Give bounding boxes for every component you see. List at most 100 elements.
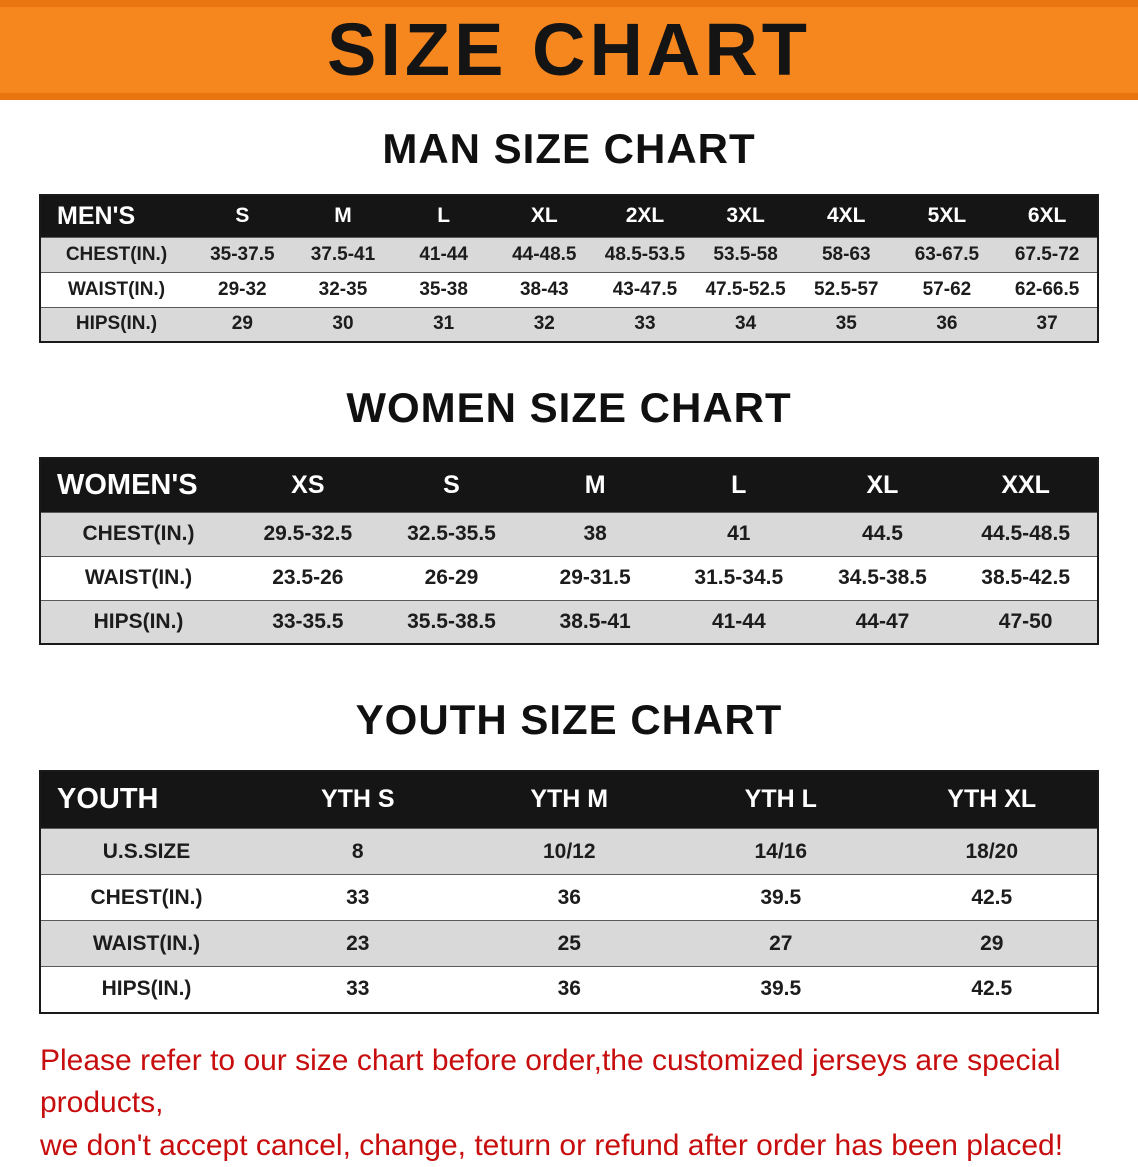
size-value-cell: 44-47: [855, 610, 910, 634]
size-column-header: 6XL: [997, 195, 1098, 238]
size-value-cell: 26-29: [424, 566, 479, 590]
size-column-header: XXL: [954, 458, 1098, 513]
size-column-header: 3XL: [695, 195, 796, 238]
size-column-header: XL: [810, 458, 955, 513]
size-value-cell: 35: [835, 313, 857, 335]
size-value-cell: 29.5-32.5: [263, 522, 353, 546]
size-value-cell: 41-44: [711, 610, 766, 634]
size-value-cell: 31.5-34.5: [694, 566, 784, 590]
disclaimer-line-1: Please refer to our size chart before or…: [40, 1043, 1061, 1120]
row-label-cell: CHEST(IN.): [90, 885, 203, 909]
women-size-table: WOMEN'S XS S M L XL XXL CHEST(IN.) 29.5-32.5 32.5…: [39, 457, 1099, 646]
row-label-cell: CHEST(IN.): [65, 243, 168, 265]
measurement-row: WAIST(IN.) 23.5-26 26-29 29-31.5 31.5-34.5 34…: [40, 556, 1098, 601]
row-label-cell: U.S.SIZE: [102, 839, 191, 863]
size-value-cell: 14/16: [754, 839, 808, 863]
size-value-cell: 33: [346, 885, 370, 909]
size-value-cell: 57-62: [922, 278, 972, 300]
size-value-cell: 27: [769, 931, 793, 955]
row-label-cell: WAIST(IN.): [92, 931, 201, 955]
table-title-cell: MEN'S: [40, 195, 192, 238]
size-value-cell: 48.5-53.5: [604, 243, 686, 265]
row-label-cell: WAIST(IN.): [84, 566, 193, 590]
measurement-row: CHEST(IN.) 33 36 39.5 42.5: [40, 874, 1098, 921]
measurement-row: CHEST(IN.) 29.5-32.5 32.5-35.5 38 41 44.5 44.5…: [40, 512, 1098, 557]
size-value-cell: 25: [557, 931, 581, 955]
youth-size-table: YOUTH YTH S YTH M YTH L YTH XL U.S.SIZE 8 10/12…: [39, 769, 1099, 1014]
size-value-cell: 53.5-58: [713, 243, 778, 265]
size-value-cell: 34.5-38.5: [838, 566, 927, 590]
size-value-cell: 35-37.5: [210, 243, 275, 265]
size-value-cell: 32: [533, 313, 555, 335]
size-column-header: YTH L: [675, 770, 887, 829]
size-value-cell: 30: [332, 313, 354, 335]
table-title-cell: YOUTH: [40, 770, 252, 829]
measurement-row: HIPS(IN.) 29 30 31 32 33 34 35 36 37: [40, 307, 1098, 343]
youth-size-section: YOUTH SIZE CHART YOUTH YTH S YTH M YTH L YTH…: [0, 696, 1138, 1014]
size-value-cell: 29: [231, 313, 253, 335]
size-column-header: XL: [493, 195, 595, 238]
size-column-header: YTH XL: [886, 770, 1098, 829]
table-title-cell: WOMEN'S: [40, 458, 236, 513]
banner-title: SIZE CHART: [327, 8, 811, 91]
size-chart-banner: SIZE CHART: [0, 0, 1138, 100]
size-value-cell: 38.5-41: [559, 610, 631, 634]
size-value-cell: 52.5-57: [814, 278, 879, 300]
women-size-section: WOMEN SIZE CHART WOMEN'S XS S M L XL XXL CHEST(…: [0, 384, 1138, 646]
size-value-cell: 62-66.5: [1014, 278, 1080, 300]
table-header-row: MEN'S S M L XL 2XL 3XL 4XL 5XL 6XL: [40, 195, 1098, 238]
size-value-cell: 47-50: [998, 610, 1053, 634]
table-header-row: YOUTH YTH S YTH M YTH L YTH XL: [40, 770, 1098, 829]
size-column-header: L: [393, 195, 494, 238]
size-value-cell: 29-31.5: [559, 566, 631, 590]
size-value-cell: 32.5-35.5: [407, 522, 496, 546]
size-column-header: 4XL: [795, 195, 897, 238]
size-value-cell: 41: [727, 522, 751, 546]
disclaimer-text: Please refer to our size chart before or…: [40, 1040, 1110, 1167]
measurement-row: WAIST(IN.) 23 25 27 29: [40, 920, 1098, 967]
size-value-cell: 36: [557, 977, 581, 1001]
size-value-cell: 10/12: [542, 839, 596, 863]
size-value-cell: 36: [557, 885, 581, 909]
row-label-cell: HIPS(IN.): [93, 610, 184, 634]
size-value-cell: 39.5: [760, 885, 802, 909]
size-column-header: S: [379, 458, 524, 513]
size-value-cell: 33: [634, 313, 656, 335]
size-value-cell: 34: [735, 313, 757, 335]
size-value-cell: 29: [980, 931, 1004, 955]
size-value-cell: 23: [346, 931, 370, 955]
size-value-cell: 37: [1036, 313, 1058, 335]
disclaimer-line-2: we don't accept cancel, change, teturn o…: [40, 1128, 1064, 1162]
size-value-cell: 36: [936, 313, 958, 335]
women-section-heading: WOMEN SIZE CHART: [346, 384, 792, 432]
size-column-header: L: [666, 458, 811, 513]
size-value-cell: 42.5: [971, 977, 1013, 1001]
size-value-cell: 42.5: [971, 885, 1013, 909]
size-column-header: YTH M: [463, 770, 675, 829]
size-value-cell: 31: [433, 313, 455, 335]
size-value-cell: 33: [346, 977, 370, 1001]
size-column-header: S: [192, 195, 293, 238]
size-value-cell: 41-44: [419, 243, 468, 265]
men-size-section: MAN SIZE CHART MEN'S S M L XL 2XL 3XL 4XL 5XL 6XL…: [0, 125, 1138, 344]
youth-section-heading: YOUTH SIZE CHART: [355, 696, 783, 744]
size-column-header: M: [523, 458, 667, 513]
size-value-cell: 37.5-41: [310, 243, 376, 265]
size-value-cell: 58-63: [821, 243, 871, 265]
size-value-cell: 39.5: [760, 977, 802, 1001]
size-value-cell: 35.5-38.5: [407, 610, 496, 634]
size-value-cell: 44-48.5: [512, 243, 577, 265]
measurement-row: WAIST(IN.) 29-32 32-35 35-38 38-43 43-47.5 47.…: [40, 272, 1098, 308]
size-value-cell: 29-32: [218, 278, 267, 300]
size-value-cell: 43-47.5: [612, 278, 678, 300]
size-value-cell: 33-35.5: [272, 610, 344, 634]
size-value-cell: 38.5-42.5: [981, 566, 1071, 590]
size-value-cell: 32-35: [318, 278, 368, 300]
size-value-cell: 44.5-48.5: [981, 522, 1071, 546]
size-column-header: 2XL: [594, 195, 696, 238]
measurement-row: HIPS(IN.) 33 36 39.5 42.5: [40, 966, 1098, 1013]
size-value-cell: 44.5: [862, 522, 903, 546]
size-value-cell: 23.5-26: [272, 566, 344, 590]
size-value-cell: 67.5-72: [1014, 243, 1080, 265]
size-column-header: M: [292, 195, 394, 238]
